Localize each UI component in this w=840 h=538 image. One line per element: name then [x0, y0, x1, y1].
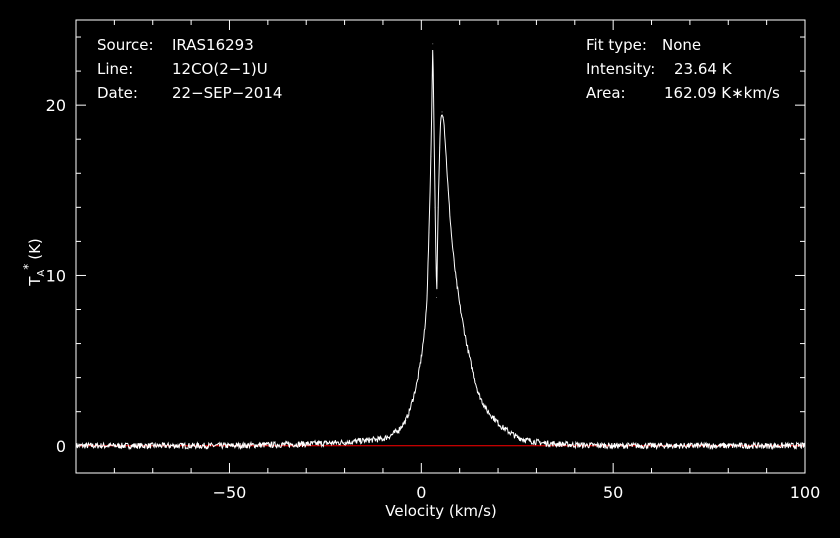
y-axis-title-superscript: *	[21, 264, 35, 270]
spectrum-point	[543, 442, 545, 444]
spectrum-point	[409, 409, 411, 411]
y-axis-title: TA* (K)	[21, 238, 47, 287]
spectrum-point	[113, 445, 115, 447]
x-tick-label: 50	[603, 483, 623, 502]
spectrum-point	[446, 164, 448, 166]
date-key: Date:	[97, 84, 138, 102]
y-tick-label: 10	[46, 266, 66, 285]
y-axis-title-unit: (K)	[26, 238, 44, 260]
spectrum-point	[413, 395, 415, 397]
date-value: 22−SEP−2014	[172, 84, 282, 102]
spectrum-point	[766, 445, 768, 447]
x-axis-title: Velocity (km/s)	[385, 502, 496, 520]
line-key: Line:	[97, 60, 133, 78]
spectrum-point	[267, 444, 269, 446]
area-key: Area:	[586, 84, 626, 102]
spectrum-point	[344, 441, 345, 443]
spectrum-point	[453, 259, 455, 261]
spectrum-point	[455, 276, 457, 278]
spectrum-point	[405, 419, 407, 421]
x-tick-label: 0	[416, 483, 426, 502]
spectrum-point	[430, 155, 432, 157]
fit-type-value: None	[662, 36, 701, 54]
fit-type-key: Fit type:	[586, 36, 647, 54]
spectrum-point	[424, 326, 426, 327]
spectrum-point	[152, 445, 154, 447]
spectrum-point	[440, 121, 441, 123]
spectrum-point	[528, 440, 530, 442]
x-tick-label: −50	[213, 483, 247, 502]
spectrum-point	[727, 445, 729, 447]
spectrum-point	[474, 380, 476, 382]
y-axis-title-subscript: A	[36, 270, 47, 277]
y-axis-title-symbol: T	[26, 276, 44, 287]
spectrum-point	[190, 445, 192, 447]
spectrum-point	[305, 443, 307, 445]
y-axis-title-text: TA* (K)	[21, 238, 47, 287]
spectrum-point	[390, 435, 392, 436]
source-value: IRAS16293	[172, 36, 254, 54]
spectrum-point	[439, 147, 441, 149]
spectrum-point	[420, 356, 422, 358]
spectrum-point	[466, 346, 468, 348]
spectrum-point	[382, 438, 384, 440]
spectrum-point	[428, 232, 430, 234]
spectrum-point	[447, 189, 449, 191]
area-value: 162.09 K∗km/s	[664, 84, 780, 102]
spectrum-line	[75, 49, 806, 451]
spectrum-point	[444, 138, 446, 140]
source-key: Source:	[97, 36, 154, 54]
series-layer	[75, 43, 806, 451]
spectrum-point	[417, 380, 418, 382]
spectrum-point	[229, 445, 230, 447]
spectrum-point	[426, 295, 428, 297]
intensity-key: Intensity:	[586, 60, 655, 78]
spectrum-point	[612, 445, 614, 447]
spectrum-point	[574, 444, 576, 446]
intensity-value: 23.64 K	[674, 60, 733, 78]
spectrum-point	[434, 206, 436, 208]
spectrum-point	[397, 430, 399, 431]
y-tick-label: 20	[46, 96, 66, 115]
spectrum-point	[459, 304, 461, 305]
spectrum-point	[651, 445, 652, 447]
spectrum-point	[470, 363, 472, 365]
spectrum-point	[463, 326, 464, 327]
line-value: 12CO(2−1)U	[172, 60, 268, 78]
spectrum-point	[432, 43, 434, 45]
spectrum-point	[516, 436, 518, 438]
x-tick-label: 100	[790, 483, 821, 502]
y-tick-label: 0	[56, 437, 66, 456]
spectrum-point	[509, 431, 510, 433]
spectrum-point	[449, 217, 451, 218]
spectrum-point	[436, 297, 438, 298]
spectrum-point	[433, 96, 434, 98]
plot-frame	[75, 19, 806, 474]
spectrum-point	[486, 409, 487, 411]
spectrum-point	[478, 394, 480, 396]
spectrum-point	[451, 240, 453, 242]
spectrum-point	[443, 116, 444, 118]
spectrum-point	[501, 426, 503, 428]
spectrum-point	[441, 111, 443, 113]
spectrum-point	[493, 418, 495, 419]
spectrum-point	[689, 445, 691, 447]
spectrum-point	[363, 440, 365, 442]
spectrum-point	[437, 206, 439, 208]
